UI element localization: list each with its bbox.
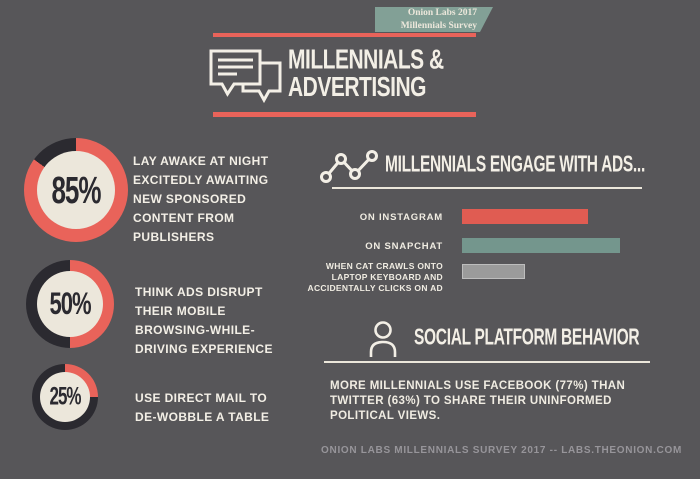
donut-center: 50% [37,271,103,337]
bar-snapchat [462,238,620,253]
bar-cat [462,264,525,279]
footer-text: ONION LABS MILLENNIALS SURVEY 2017 -- LA… [321,445,682,456]
social-underline [324,361,650,363]
stat-text-50: THINK ADS DISRUPT THEIR MOBILE BROWSING-… [135,285,273,356]
donut-chart-85: 85% [24,138,128,242]
page-title-line-1: MILLENNIALS & [288,44,444,76]
badge-line-1: Onion Labs 2017 [407,8,477,18]
donut-chart-25: 25% [32,364,98,430]
social-body-text: MORE MILLENNIALS USE FACEBOOK (77%) THAN… [330,380,626,422]
donut-chart-50: 50% [26,260,114,348]
social-section-title: SOCIAL PLATFORM BEHAVIOR [414,325,640,351]
person-icon [369,321,397,357]
title-underline [213,112,476,117]
engage-section-title: MILLENNIALS ENGAGE WITH ADS... [385,152,645,178]
bar-instagram [462,209,588,224]
stat-value: 85% [51,167,101,212]
speech-bubbles-icon [209,49,282,104]
badge-line-2: Millennials Survey [400,20,477,31]
stat-value: 50% [49,285,91,322]
bar-label-cat: WHEN CAT CRAWLS ONTO LAPTOP KEYBOARD AND… [307,261,443,293]
page-title: MILLENNIALS & ADVERTISING [288,46,444,101]
donut-center: 25% [40,372,90,422]
bar-label-snapchat: ON SNAPCHAT [365,241,443,252]
page-title-line-2: ADVERTISING [288,72,427,103]
bar-label-instagram: ON INSTAGRAM [359,212,443,223]
line-chart-icon [320,150,378,183]
stat-text-85: LAY AWAKE AT NIGHT EXCITEDLY AWAITING NE… [133,154,269,244]
stat-value: 25% [49,382,81,411]
donut-center: 85% [37,151,115,229]
engage-underline [332,187,642,189]
top-red-bar [213,33,476,37]
stat-text-25: USE DIRECT MAIL TO DE-WOBBLE A TABLE [135,391,270,424]
survey-badge: Onion Labs 2017 Millennials Survey [375,7,493,32]
